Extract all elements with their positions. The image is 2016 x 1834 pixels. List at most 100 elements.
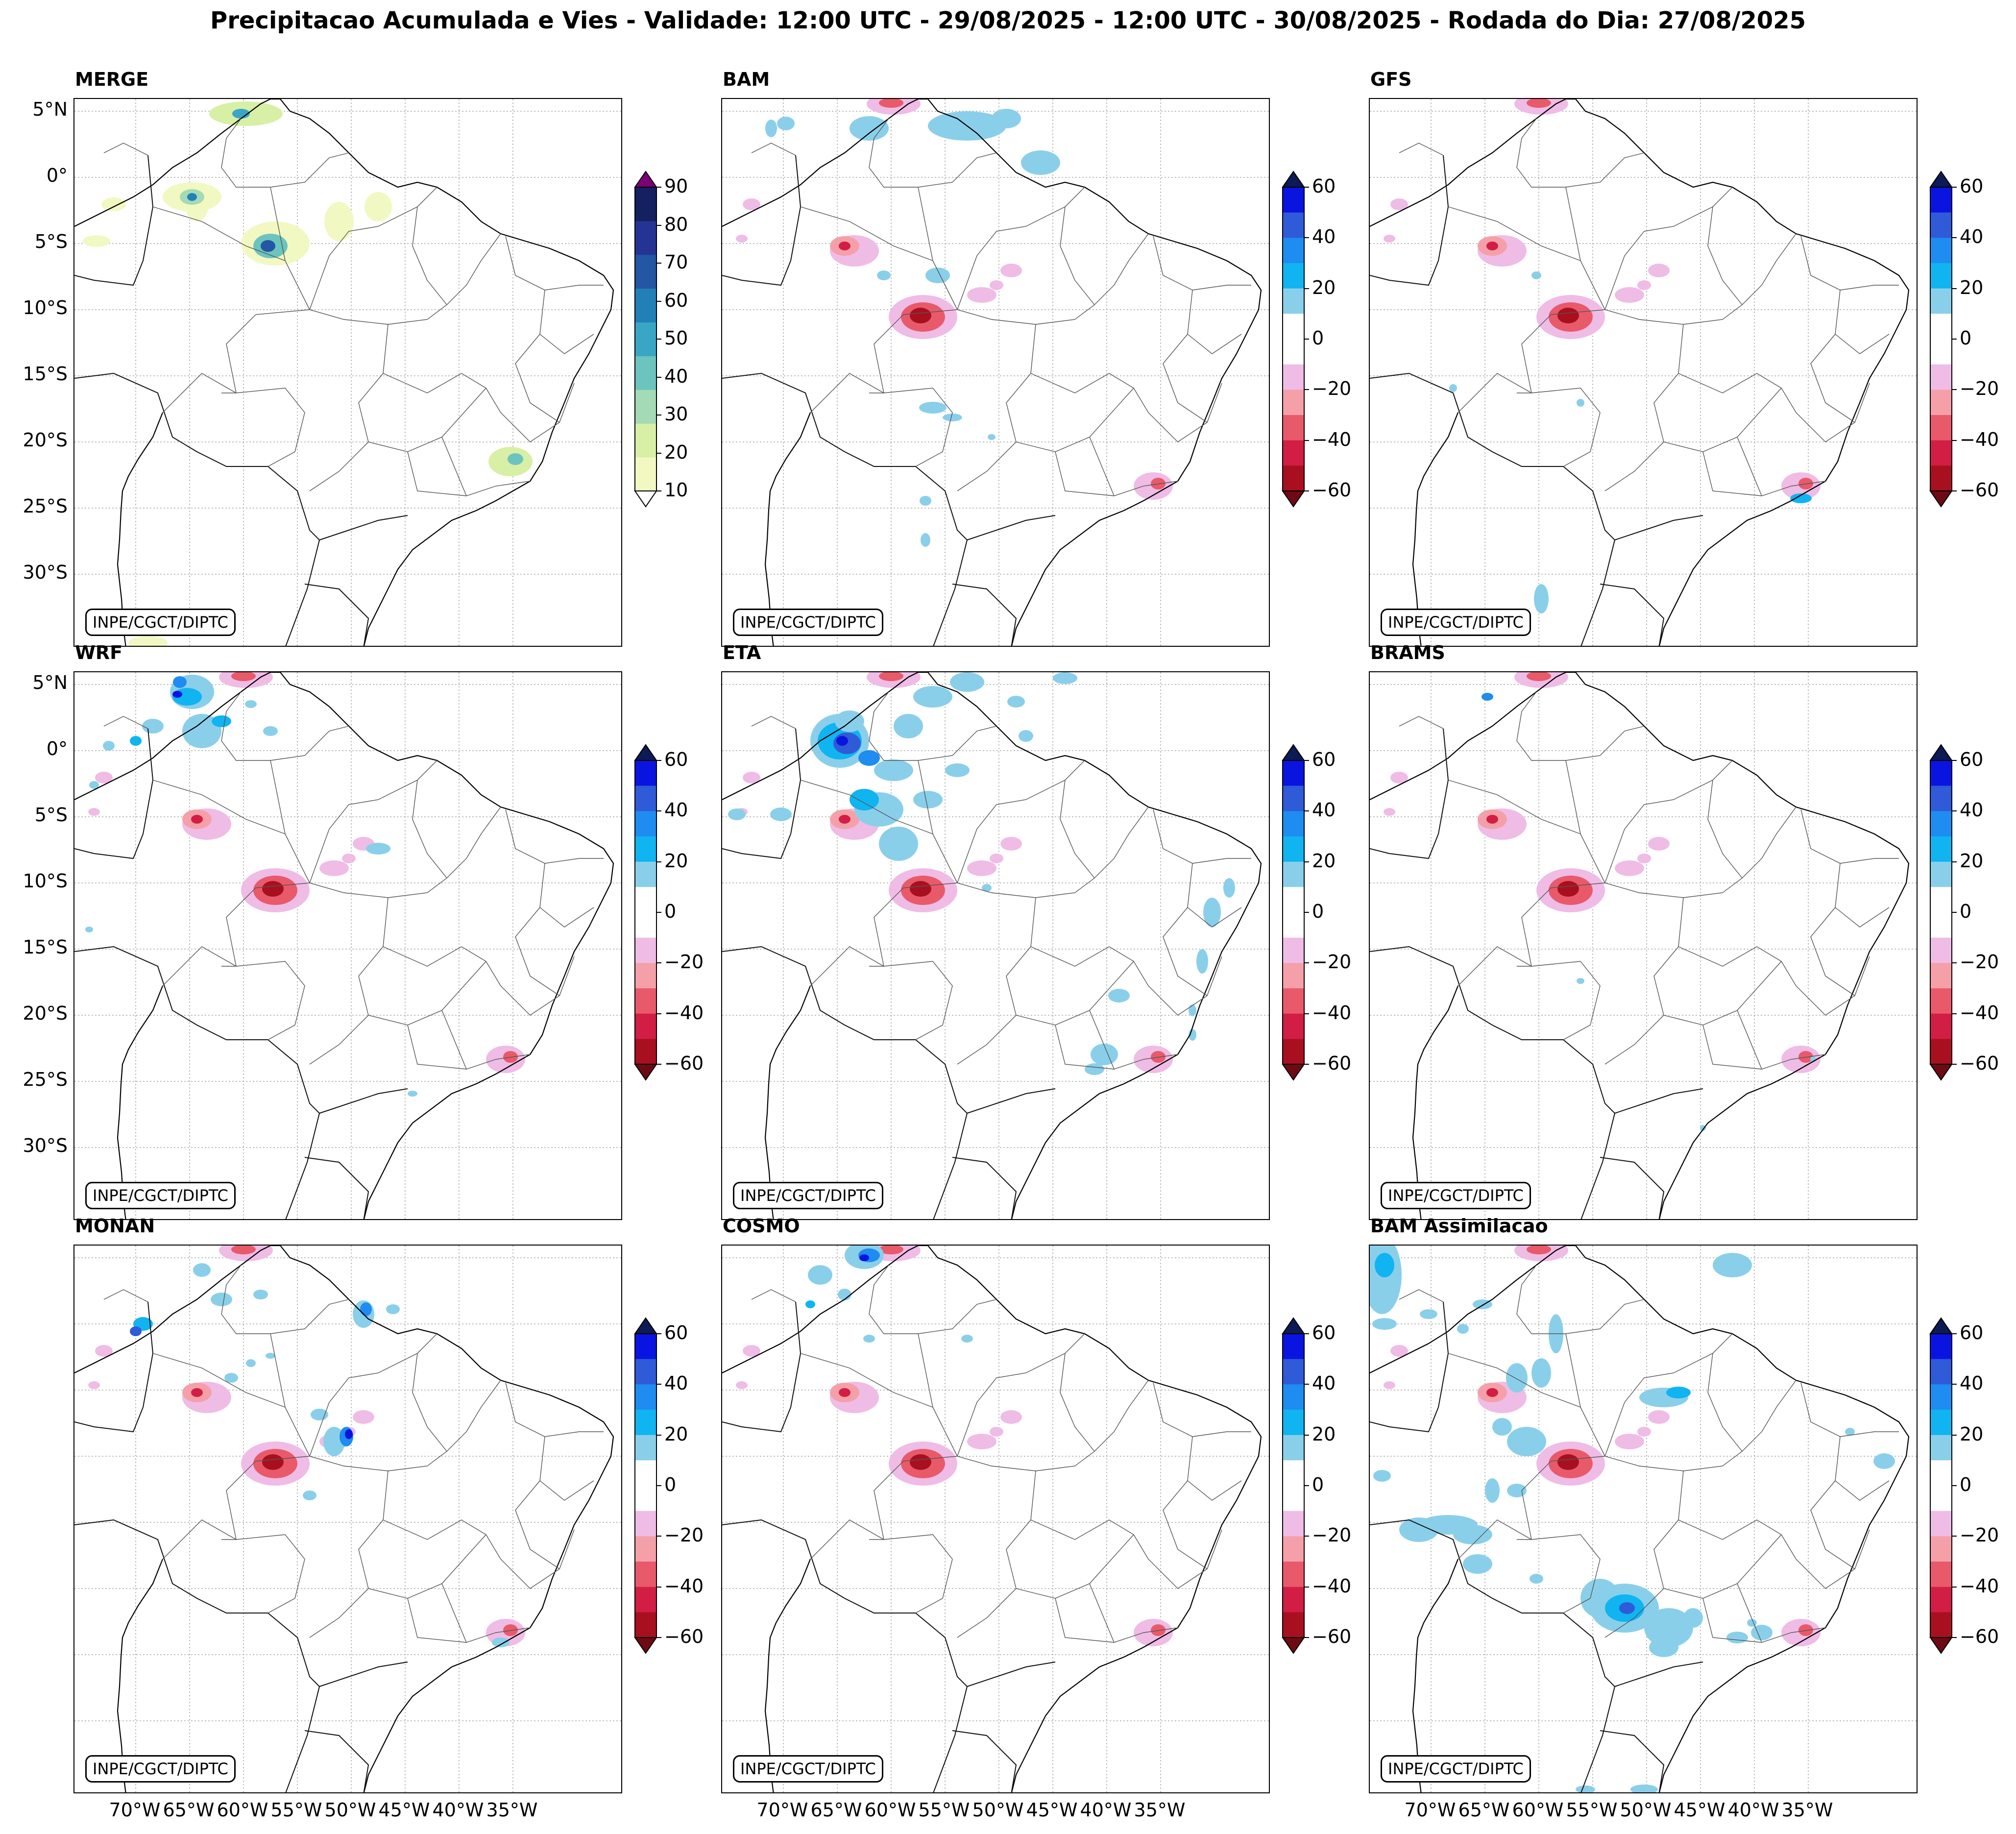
colorbar-segment (1930, 1562, 1952, 1588)
colorbar-tick-label: 0 (1960, 901, 1972, 922)
field-blob (850, 116, 889, 141)
lat-label: 20°S (23, 429, 68, 451)
panel-title: MERGE (75, 69, 149, 90)
boundary-line (800, 206, 933, 261)
lat-label: 25°S (23, 1069, 68, 1090)
colorbar-tick-label: 0 (664, 1474, 677, 1495)
map-area[interactable]: INPE/CGCT/DIPTC (1369, 1245, 1918, 1793)
colorbar-segment (635, 1359, 656, 1385)
map-area[interactable]: INPE/CGCT/DIPTC (73, 671, 622, 1220)
field-layer (1370, 1246, 1895, 1792)
colorbar-extend-min (634, 490, 657, 508)
boundary-line (412, 1353, 447, 1452)
map-area[interactable]: INPE/CGCT/DIPTC (721, 98, 1270, 647)
colorbar-segment (1930, 263, 1952, 289)
colorbar-segment (1283, 785, 1304, 811)
boundary-line (1663, 961, 1782, 1026)
boundary-line (1600, 1730, 1665, 1792)
map-canvas (1370, 672, 1917, 1219)
colorbar-tick (1952, 760, 1957, 761)
colorbar-tick-label: −60 (1312, 479, 1352, 501)
map-area[interactable]: INPE/CGCT/DIPTC (1369, 671, 1918, 1220)
colorbar-tick (1304, 288, 1309, 289)
colorbar-tick (656, 187, 661, 188)
map-area[interactable]: INPE/CGCT/DIPTC (1369, 98, 1918, 647)
colorbar-segment (635, 1460, 656, 1486)
colorbar-tick (1952, 1333, 1957, 1334)
boundary-line (319, 1088, 408, 1114)
boundary-line (309, 1333, 437, 1457)
boundary-line (918, 1299, 997, 1457)
colorbar-segment (635, 1511, 656, 1537)
colorbar-extend-min (1282, 1064, 1305, 1081)
field-blob (1492, 1418, 1512, 1436)
boundary-line (304, 1730, 369, 1792)
boundary-line (162, 1519, 305, 1614)
colorbar-tick (656, 376, 661, 378)
colorbar-tick-label: −40 (1312, 1575, 1352, 1597)
boundary-line (1810, 907, 1855, 996)
colorbar-segment (635, 288, 656, 323)
colorbar-tick (1952, 810, 1957, 812)
colorbar-tick-label: 0 (1960, 1474, 1972, 1495)
colorbar-tick (1304, 339, 1309, 340)
boundary-line (383, 897, 575, 1016)
colorbar-tick (1952, 1064, 1957, 1065)
colorbar-segment (1930, 465, 1952, 491)
lon-label: 50°W (972, 1799, 1024, 1821)
lon-label: 40°W (1080, 1799, 1132, 1821)
map-canvas (1370, 1246, 1917, 1792)
field-blob (130, 736, 142, 746)
lat-label: 0° (46, 165, 68, 186)
boundary-line (1516, 1265, 1566, 1334)
map-area[interactable]: INPE/CGCT/DIPTC (721, 671, 1270, 1220)
colorbar-tick-label: −60 (1960, 479, 1999, 501)
colorbar-tick (1952, 288, 1957, 289)
credit-label: INPE/CGCT/DIPTC (1381, 1755, 1531, 1783)
colorbar-segment (1930, 861, 1952, 887)
field-layer (83, 101, 533, 646)
lat-label: 5°N (32, 672, 68, 693)
colorbar-segment (1283, 288, 1304, 314)
colorbar-tick (1952, 1536, 1957, 1537)
field-blob (1531, 1358, 1551, 1388)
colorbar-tick (1952, 1586, 1957, 1588)
boundary-line (1457, 946, 1601, 1040)
field-blob (910, 1454, 931, 1470)
coastline (722, 99, 1262, 646)
field-blob (943, 414, 962, 421)
colorbar-tick-label: 20 (1312, 1423, 1336, 1445)
colorbar-extend-max (634, 171, 657, 188)
boundary-line (74, 1519, 320, 1792)
field-blob (1666, 1387, 1691, 1398)
lon-label: 55°W (1566, 1799, 1618, 1821)
boundary-line (1604, 1333, 1733, 1457)
field-blob (1506, 1363, 1528, 1393)
colorbar-segment (1930, 887, 1952, 913)
field-blob (1798, 478, 1813, 489)
field-blob (1726, 1632, 1748, 1643)
field-blob (992, 109, 1021, 128)
colorbar-segment (1283, 1334, 1304, 1360)
coastline (722, 1246, 1262, 1792)
map-area[interactable]: INPE/CGCT/DIPTC (73, 1245, 622, 1793)
boundary-line (383, 1470, 575, 1589)
field-blob (1384, 808, 1395, 816)
boundary-line (505, 809, 604, 864)
boundary-line (1370, 155, 1449, 286)
field-blob (839, 815, 850, 824)
colorbar-extend-max (1282, 171, 1305, 188)
field-blob (1485, 1478, 1500, 1503)
boundary-line (1835, 863, 1890, 928)
boundary-line (539, 863, 594, 928)
map-area[interactable]: INPE/CGCT/DIPTC (721, 1245, 1270, 1793)
map-area[interactable]: INPE/CGCT/DIPTC (73, 98, 622, 647)
boundary-line (722, 1519, 968, 1792)
colorbar-extend-min (1282, 1637, 1305, 1654)
boundary-line (957, 946, 1031, 1065)
field-blob (211, 1293, 232, 1306)
colorbar-tick (1304, 810, 1309, 812)
colorbar-segment (1283, 238, 1304, 264)
field-blob (95, 1345, 113, 1357)
colorbar-segment (1930, 1359, 1952, 1385)
